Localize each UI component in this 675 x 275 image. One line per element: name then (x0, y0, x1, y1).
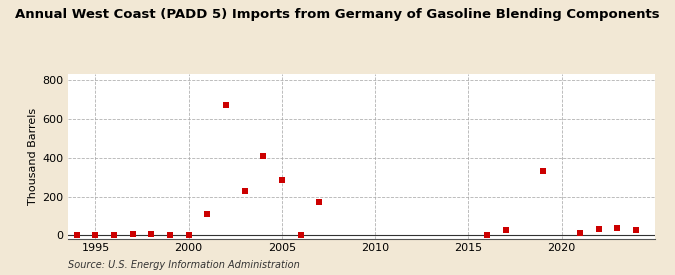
Point (593, 226, 604, 231)
Point (109, 232, 119, 237)
Point (575, 230, 586, 235)
Point (630, 227, 641, 232)
Point (481, 233, 492, 237)
Point (128, 232, 138, 236)
Point (90, 233, 101, 237)
Point (277, 178, 288, 182)
Text: Source: U.S. Energy Information Administration: Source: U.S. Energy Information Administ… (68, 260, 299, 270)
Point (202, 212, 213, 217)
Text: Annual West Coast (PADD 5) Imports from Germany of Gasoline Blending Components: Annual West Coast (PADD 5) Imports from … (15, 8, 659, 21)
Point (314, 200, 325, 205)
Point (500, 228, 511, 232)
Point (72, 233, 82, 237)
Point (239, 189, 250, 193)
Y-axis label: Thousand Barrels: Thousand Barrels (28, 108, 38, 205)
Point (221, 103, 232, 107)
Point (146, 232, 157, 236)
Point (184, 232, 194, 237)
Point (165, 232, 176, 237)
Point (258, 154, 269, 158)
Point (295, 232, 306, 237)
Point (612, 226, 623, 230)
Point (537, 169, 548, 174)
